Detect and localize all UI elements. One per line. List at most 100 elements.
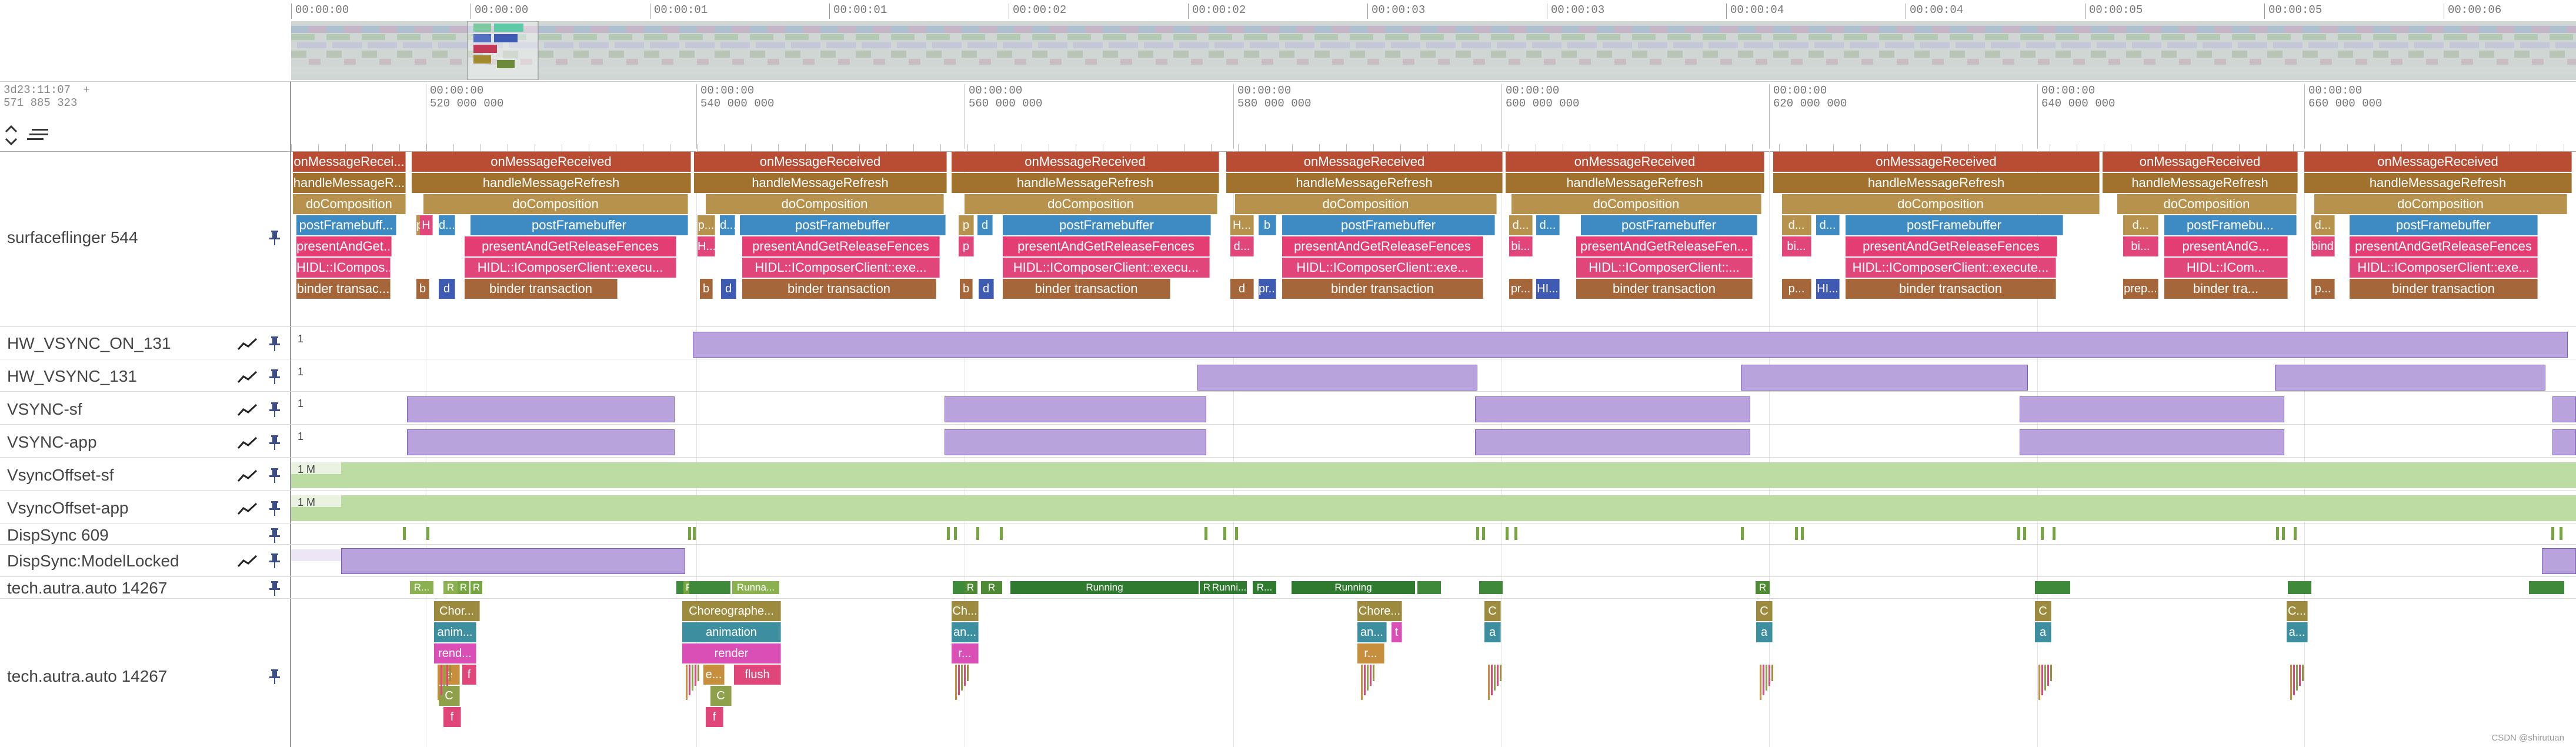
- sf-slice-row3[interactable]: postFramebu...: [2164, 215, 2297, 235]
- sf-slice-small[interactable]: bi...: [2123, 236, 2158, 256]
- thread-state-slice[interactable]: R...: [1253, 581, 1276, 594]
- sort-lines-icon[interactable]: [27, 127, 51, 142]
- sf-slice-small[interactable]: d...: [720, 215, 735, 235]
- sf-slice-row2[interactable]: doComposition: [706, 194, 944, 214]
- counter-bar[interactable]: [2020, 429, 2284, 455]
- sf-slice-small[interactable]: d...: [439, 215, 455, 235]
- sf-slice-row0[interactable]: onMessageReceived: [2103, 152, 2298, 172]
- counter-bar[interactable]: [407, 396, 675, 422]
- pin-icon[interactable]: [269, 528, 280, 543]
- sf-slice-row6[interactable]: binder transaction: [742, 279, 936, 299]
- counter-bar[interactable]: [945, 429, 1206, 455]
- tech-slice[interactable]: f: [706, 707, 723, 727]
- sf-slice-row3[interactable]: postFramebuffer: [2350, 215, 2538, 235]
- pin-icon[interactable]: [269, 553, 280, 569]
- sf-slice-row1[interactable]: handleMessageR...: [293, 173, 406, 193]
- tech-slice[interactable]: t: [1392, 622, 1402, 642]
- sf-slice-row0[interactable]: onMessageReceived: [1226, 152, 1503, 172]
- sf-slice-small[interactable]: p...: [1782, 279, 1811, 299]
- sf-slice-row4[interactable]: presentAndGetReleaseFences: [742, 236, 940, 256]
- sf-slice-row3[interactable]: postFramebuffer: [471, 215, 688, 235]
- sf-slice-row1[interactable]: handleMessageRefresh: [1506, 173, 1764, 193]
- sf-slice-row3[interactable]: postFramebuff...: [296, 215, 396, 235]
- tech-slice[interactable]: rend...: [434, 643, 476, 663]
- tech-slice[interactable]: Choreographe...: [682, 601, 781, 621]
- counter-bar[interactable]: [2552, 429, 2576, 455]
- sf-slice-row5[interactable]: HIDL::ICom...: [2164, 258, 2288, 278]
- sf-slice-row0[interactable]: onMessageReceived: [1506, 152, 1764, 172]
- counter-bar[interactable]: [945, 396, 1206, 422]
- sf-slice-row3[interactable]: postFramebuffer: [740, 215, 946, 235]
- sf-slice-small[interactable]: p: [959, 215, 974, 235]
- counter-bar[interactable]: [693, 332, 2568, 358]
- sf-slice-row4[interactable]: presentAndGetReleaseFences: [1282, 236, 1483, 256]
- sf-slice-small[interactable]: d...: [1230, 236, 1254, 256]
- tech-slice[interactable]: Chor...: [434, 601, 480, 621]
- sf-slice-small[interactable]: H: [420, 215, 433, 235]
- tech-slice[interactable]: f: [443, 707, 461, 727]
- sf-slice-row6[interactable]: binder transaction: [1576, 279, 1753, 299]
- sf-slice-small[interactable]: d...: [1509, 215, 1533, 235]
- sf-slice-row1[interactable]: handleMessageRefresh: [2304, 173, 2572, 193]
- tech-slice[interactable]: r...: [952, 643, 979, 663]
- label-divider[interactable]: [290, 82, 291, 747]
- sf-slice-row1[interactable]: handleMessageRefresh: [694, 173, 947, 193]
- thread-state-slice[interactable]: R: [981, 581, 1002, 594]
- thread-state-slice[interactable]: R: [443, 581, 458, 594]
- sf-slice-small[interactable]: d...: [1782, 215, 1811, 235]
- sf-slice-small[interactable]: pr...: [1509, 279, 1533, 299]
- counter-bar[interactable]: [341, 548, 685, 574]
- tech-slice[interactable]: C...: [2287, 601, 2308, 621]
- thread-state-slice[interactable]: R: [963, 581, 977, 594]
- thread-state-slice[interactable]: R: [458, 581, 469, 594]
- sf-slice-row3[interactable]: postFramebuffer: [1282, 215, 1495, 235]
- sf-slice-row4[interactable]: presentAndGetReleaseFen...: [1576, 236, 1753, 256]
- counter-bar[interactable]: [1197, 365, 1477, 391]
- sf-slice-row5[interactable]: HIDL::IComposerClient::exe...: [2350, 258, 2538, 278]
- sf-slice-small[interactable]: d...: [2123, 215, 2158, 235]
- sf-slice-small[interactable]: prep...: [2123, 279, 2158, 299]
- sf-slice-small[interactable]: d: [979, 279, 994, 299]
- pin-icon[interactable]: [269, 468, 280, 483]
- thread-state-slice[interactable]: Running: [1010, 581, 1199, 594]
- sf-slice-row1[interactable]: handleMessageRefresh: [952, 173, 1219, 193]
- tech-slice[interactable]: C: [1484, 601, 1501, 621]
- sf-slice-row0[interactable]: onMessageReceived: [952, 152, 1219, 172]
- chart-type-icon[interactable]: [237, 403, 258, 416]
- sf-slice-row4[interactable]: presentAndGetReleaseFences: [1003, 236, 1210, 256]
- sf-slice-row3[interactable]: postFramebuffer: [1003, 215, 1211, 235]
- chart-type-icon[interactable]: [237, 469, 258, 482]
- sf-slice-row2[interactable]: doComposition: [2117, 194, 2297, 214]
- tech-slice[interactable]: a: [1756, 622, 1773, 642]
- sf-slice-small[interactable]: H...: [1230, 215, 1254, 235]
- thread-state-slice[interactable]: R: [1200, 581, 1214, 594]
- sf-slice-row2[interactable]: doComposition: [423, 194, 688, 214]
- sf-slice-row2[interactable]: doComposition: [1782, 194, 2100, 214]
- sf-slice-row0[interactable]: onMessageRecei...: [293, 152, 406, 172]
- sf-slice-small[interactable]: d...: [1536, 215, 1560, 235]
- sf-slice-row2[interactable]: doComposition: [1511, 194, 1761, 214]
- pin-icon[interactable]: [269, 402, 280, 418]
- sf-slice-row5[interactable]: HIDL::IComposerClient::execu...: [465, 258, 676, 278]
- thread-state-slice[interactable]: R: [471, 581, 482, 594]
- counter-area[interactable]: [291, 462, 2576, 488]
- sf-slice-small[interactable]: d: [1230, 279, 1254, 299]
- counter-bar[interactable]: [1475, 429, 1750, 455]
- sf-slice-row5[interactable]: HIDL::ICompos...: [296, 258, 391, 278]
- sf-slice-row3[interactable]: postFramebuffer: [1846, 215, 2063, 235]
- sf-slice-row5[interactable]: HIDL::IComposerClient::execute...: [1846, 258, 2056, 278]
- sf-slice-small[interactable]: d: [439, 279, 455, 299]
- sf-slice-small[interactable]: p...: [698, 215, 715, 235]
- thread-state-slice[interactable]: Runna...: [732, 581, 779, 594]
- tech-slice[interactable]: r...: [1357, 643, 1384, 663]
- tech-slice[interactable]: Ch...: [952, 601, 979, 621]
- chart-type-icon[interactable]: [237, 338, 258, 351]
- tech-slice[interactable]: C: [1756, 601, 1773, 621]
- sf-slice-small[interactable]: bi...: [1509, 236, 1533, 256]
- sf-slice-row1[interactable]: handleMessageRefresh: [412, 173, 691, 193]
- sf-slice-row0[interactable]: onMessageReceived: [1773, 152, 2100, 172]
- sf-slice-small[interactable]: b: [416, 279, 429, 299]
- sf-slice-small[interactable]: bi...: [1782, 236, 1811, 256]
- tech-slice[interactable]: render: [682, 643, 781, 663]
- sf-slice-row6[interactable]: binder transac...: [296, 279, 391, 299]
